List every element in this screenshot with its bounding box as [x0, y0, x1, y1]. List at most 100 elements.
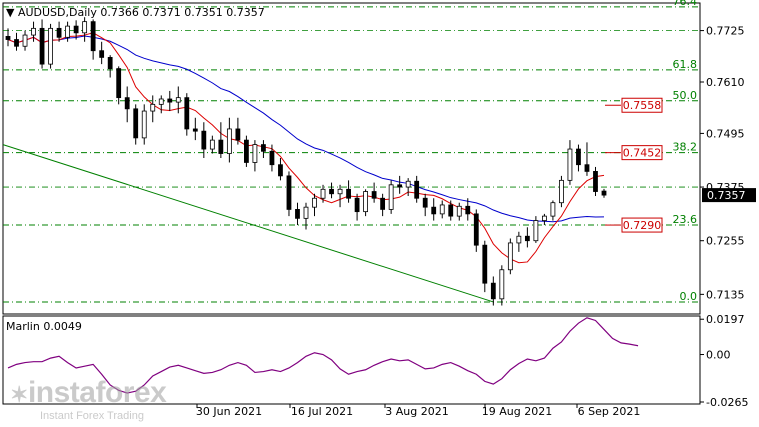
candle-body: [286, 175, 292, 210]
candle-body: [133, 108, 139, 139]
indicator-header: Marlin 0.0049: [6, 320, 82, 333]
candle-body: [269, 150, 275, 166]
candle-body: [295, 209, 300, 219]
time-axis-label: 19 Aug 2021: [482, 405, 552, 418]
candle-body: [31, 27, 36, 36]
candle-body: [414, 180, 420, 199]
candle-body: [431, 206, 437, 215]
candle-body: [124, 97, 130, 110]
main-panel-frame: [2, 2, 701, 315]
level-label-box: [621, 97, 663, 113]
candle-body: [312, 197, 317, 208]
price-axis-label: 0.7255: [706, 235, 745, 248]
candle-body: [184, 97, 190, 130]
candle-body: [559, 179, 564, 204]
fibonacci-level-label: 0.0: [680, 290, 698, 303]
candle-body: [601, 190, 607, 196]
candle-body: [201, 130, 207, 150]
candle-body: [507, 242, 513, 271]
time-axis-label: 16 Jul 2021: [291, 405, 353, 418]
candle-body: [405, 180, 411, 188]
level-label-text: 0.7290: [623, 219, 662, 232]
fibonacci-level-label: 38.2: [673, 141, 698, 154]
fibonacci-level-label: 23.6: [673, 213, 698, 226]
candle-body: [337, 188, 343, 195]
candle-body: [150, 103, 156, 112]
candle-body: [533, 220, 539, 242]
candle-body: [252, 144, 258, 163]
candle-body: [576, 148, 581, 166]
time-axis-label: 6 Sep 2021: [578, 405, 641, 418]
candle-body: [261, 144, 266, 152]
candle-body: [82, 21, 88, 34]
marlin-line: [7, 317, 639, 394]
candle-body: [482, 244, 488, 284]
candle-body: [354, 197, 360, 213]
candle-body: [278, 164, 283, 177]
level-label-box: [621, 217, 663, 233]
price-axis-label: 0.7495: [706, 127, 745, 140]
trendline: [2, 144, 494, 303]
indicator-axis-label: -0.0265: [706, 396, 748, 409]
candle-body: [56, 27, 62, 38]
candle-body: [99, 50, 105, 58]
level-label-box: [621, 145, 663, 161]
candle-body: [397, 184, 403, 188]
candle-body: [175, 97, 181, 103]
price-axis-label: 0.7725: [706, 25, 745, 38]
candle-body: [243, 139, 249, 163]
candle-body: [456, 205, 462, 217]
current-price-tag: [702, 188, 756, 203]
indicator-panel-frame: [2, 315, 701, 405]
time-axis-label: 3 Aug 2021: [385, 405, 448, 418]
candle-body: [371, 191, 377, 199]
candle-body: [226, 128, 232, 154]
candle-body: [218, 139, 224, 154]
candle-body: [499, 269, 505, 300]
candle-body: [584, 164, 590, 172]
price-axis-label: 0.7610: [706, 76, 745, 89]
fibonacci-level-label: 61.8: [673, 58, 698, 71]
time-axis-label: 30 Jun 2021: [196, 405, 262, 418]
current-price-text: 0.7357: [707, 189, 746, 202]
candle-body: [90, 21, 96, 52]
level-label-text: 0.7558: [623, 99, 662, 112]
level-label-text: 0.7452: [623, 147, 662, 160]
price-axis-label: 0.7135: [706, 288, 745, 301]
candle-body: [73, 25, 79, 34]
candle-body: [516, 235, 522, 244]
candle-body: [39, 27, 45, 65]
candle-body: [167, 98, 173, 103]
candle-body: [65, 25, 70, 38]
candle-body: [235, 128, 241, 141]
instrument-header: ▼ AUDUSD,Daily 0.7366 0.7371 0.7351 0.73…: [6, 6, 265, 19]
candle-body: [329, 188, 334, 195]
candle-body: [473, 213, 479, 246]
moving-average-fast: [7, 32, 605, 264]
candle-body: [448, 204, 454, 217]
fibonacci-level-label: 50.0: [673, 89, 698, 102]
candle-body: [209, 139, 215, 150]
candle-body: [346, 188, 351, 199]
candle-body: [320, 188, 326, 199]
candle-body: [22, 34, 28, 47]
candle-body: [422, 197, 428, 208]
candle-body: [303, 206, 309, 219]
candle-body: [524, 235, 530, 242]
candle-body: [465, 205, 471, 215]
candle-body: [192, 128, 198, 132]
candle-body: [439, 204, 445, 215]
candle-body: [567, 148, 573, 181]
candle-body: [542, 215, 547, 221]
candle-body: [388, 184, 394, 210]
candle-body: [14, 39, 19, 47]
candle-body: [116, 68, 122, 99]
indicator-axis-label: 0.0197: [706, 313, 745, 326]
indicator-axis-label: 0.00: [706, 349, 731, 362]
candle-body: [363, 191, 369, 213]
candle-body: [158, 98, 164, 105]
candle-body: [380, 197, 386, 210]
candle-body: [593, 171, 598, 192]
fibonacci-level-label: 76.4: [673, 0, 698, 8]
